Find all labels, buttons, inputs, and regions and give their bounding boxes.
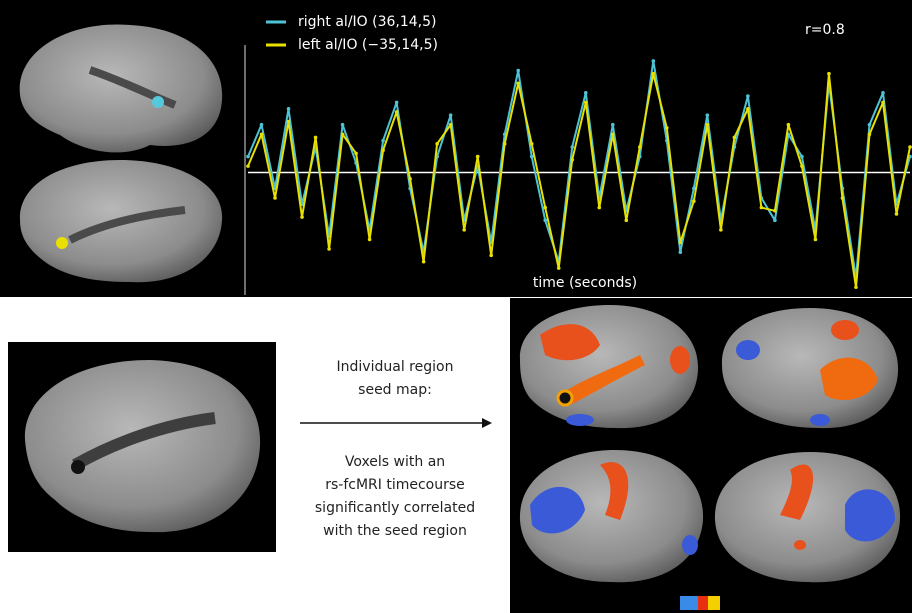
series-point bbox=[841, 196, 845, 200]
series-point bbox=[449, 123, 453, 127]
series-point bbox=[341, 123, 345, 127]
series-point bbox=[530, 142, 534, 146]
series-point bbox=[246, 164, 250, 168]
series-point bbox=[381, 148, 385, 152]
series-point bbox=[679, 250, 683, 254]
series-point bbox=[638, 145, 642, 149]
seed-map-medial-right bbox=[715, 452, 900, 582]
series-point bbox=[368, 238, 372, 242]
series-point bbox=[679, 241, 683, 245]
color-bar bbox=[680, 596, 720, 610]
series-point bbox=[435, 142, 439, 146]
series-point bbox=[827, 72, 831, 76]
series-point bbox=[408, 177, 412, 181]
series-point bbox=[800, 155, 804, 159]
series-point bbox=[246, 155, 250, 159]
series-point bbox=[773, 209, 777, 213]
caption-line: Voxels with an bbox=[345, 454, 445, 470]
page: {"chart_data": {"type": "line", "annotat… bbox=[0, 0, 912, 613]
series-point bbox=[273, 196, 277, 200]
arrow-head bbox=[482, 418, 492, 428]
series-point bbox=[530, 155, 534, 159]
series-point bbox=[557, 266, 561, 270]
series-point bbox=[300, 215, 304, 219]
series-point bbox=[543, 206, 547, 210]
series-point bbox=[503, 142, 507, 146]
caption-line: seed map: bbox=[358, 382, 432, 398]
series-point bbox=[868, 123, 872, 127]
series-point bbox=[854, 285, 858, 289]
series-point bbox=[706, 123, 710, 127]
seed-map-medial-left bbox=[520, 450, 703, 582]
series-point bbox=[719, 228, 723, 232]
series-point bbox=[476, 155, 480, 159]
x-axis-label: time (seconds) bbox=[533, 275, 637, 291]
series-point bbox=[287, 120, 291, 124]
series-point bbox=[692, 199, 696, 203]
series-point bbox=[611, 123, 615, 127]
series-point bbox=[665, 126, 669, 130]
series-point bbox=[760, 206, 764, 210]
series-point bbox=[260, 132, 264, 136]
series-point bbox=[449, 113, 453, 117]
series-point bbox=[597, 206, 601, 210]
series-point bbox=[489, 254, 493, 258]
series-point bbox=[652, 72, 656, 76]
caption-line: rs-fcMRI timecourse bbox=[325, 477, 465, 493]
series-point bbox=[746, 94, 750, 98]
figure: right al/IO (36,14,5) left al/IO (−35,14,… bbox=[0, 0, 912, 613]
series-point bbox=[706, 113, 710, 117]
series-point bbox=[462, 228, 466, 232]
series-point bbox=[543, 219, 547, 223]
series-point bbox=[395, 110, 399, 114]
series-point bbox=[733, 136, 737, 140]
series-point bbox=[260, 123, 264, 127]
series-point bbox=[611, 132, 615, 136]
series-point bbox=[584, 101, 588, 105]
seed-map-lateral-left bbox=[520, 305, 698, 428]
brain-left-hemisphere bbox=[20, 160, 222, 282]
series-point bbox=[327, 247, 331, 251]
series-point bbox=[787, 123, 791, 127]
caption-line: Individual region bbox=[337, 359, 454, 375]
series-point bbox=[800, 164, 804, 168]
series-point bbox=[881, 91, 885, 95]
caption-line: significantly correlated bbox=[315, 500, 475, 516]
series-point bbox=[570, 145, 574, 149]
series-point bbox=[908, 145, 912, 149]
series-point bbox=[624, 219, 628, 223]
series-point bbox=[895, 212, 899, 216]
legend-label: right al/IO (36,14,5) bbox=[298, 14, 437, 30]
annotation: r=0.8 bbox=[805, 22, 845, 38]
series-point bbox=[381, 139, 385, 143]
series-point bbox=[422, 260, 426, 264]
series-point bbox=[287, 107, 291, 111]
series-point bbox=[868, 132, 872, 136]
caption-line: with the seed region bbox=[323, 523, 467, 539]
series-point bbox=[341, 132, 345, 136]
series-point bbox=[570, 158, 574, 162]
series-point bbox=[395, 101, 399, 105]
series-point bbox=[881, 101, 885, 105]
series-point bbox=[314, 136, 318, 140]
seed-map-lateral-right bbox=[722, 308, 898, 428]
legend-label: left al/IO (−35,14,5) bbox=[298, 37, 438, 53]
series-point bbox=[516, 69, 520, 73]
series-point bbox=[652, 59, 656, 63]
series-point bbox=[584, 91, 588, 95]
series-point bbox=[354, 152, 358, 156]
series-point bbox=[773, 219, 777, 223]
series-point bbox=[746, 107, 750, 111]
series-point bbox=[516, 81, 520, 85]
series-point bbox=[814, 238, 818, 242]
